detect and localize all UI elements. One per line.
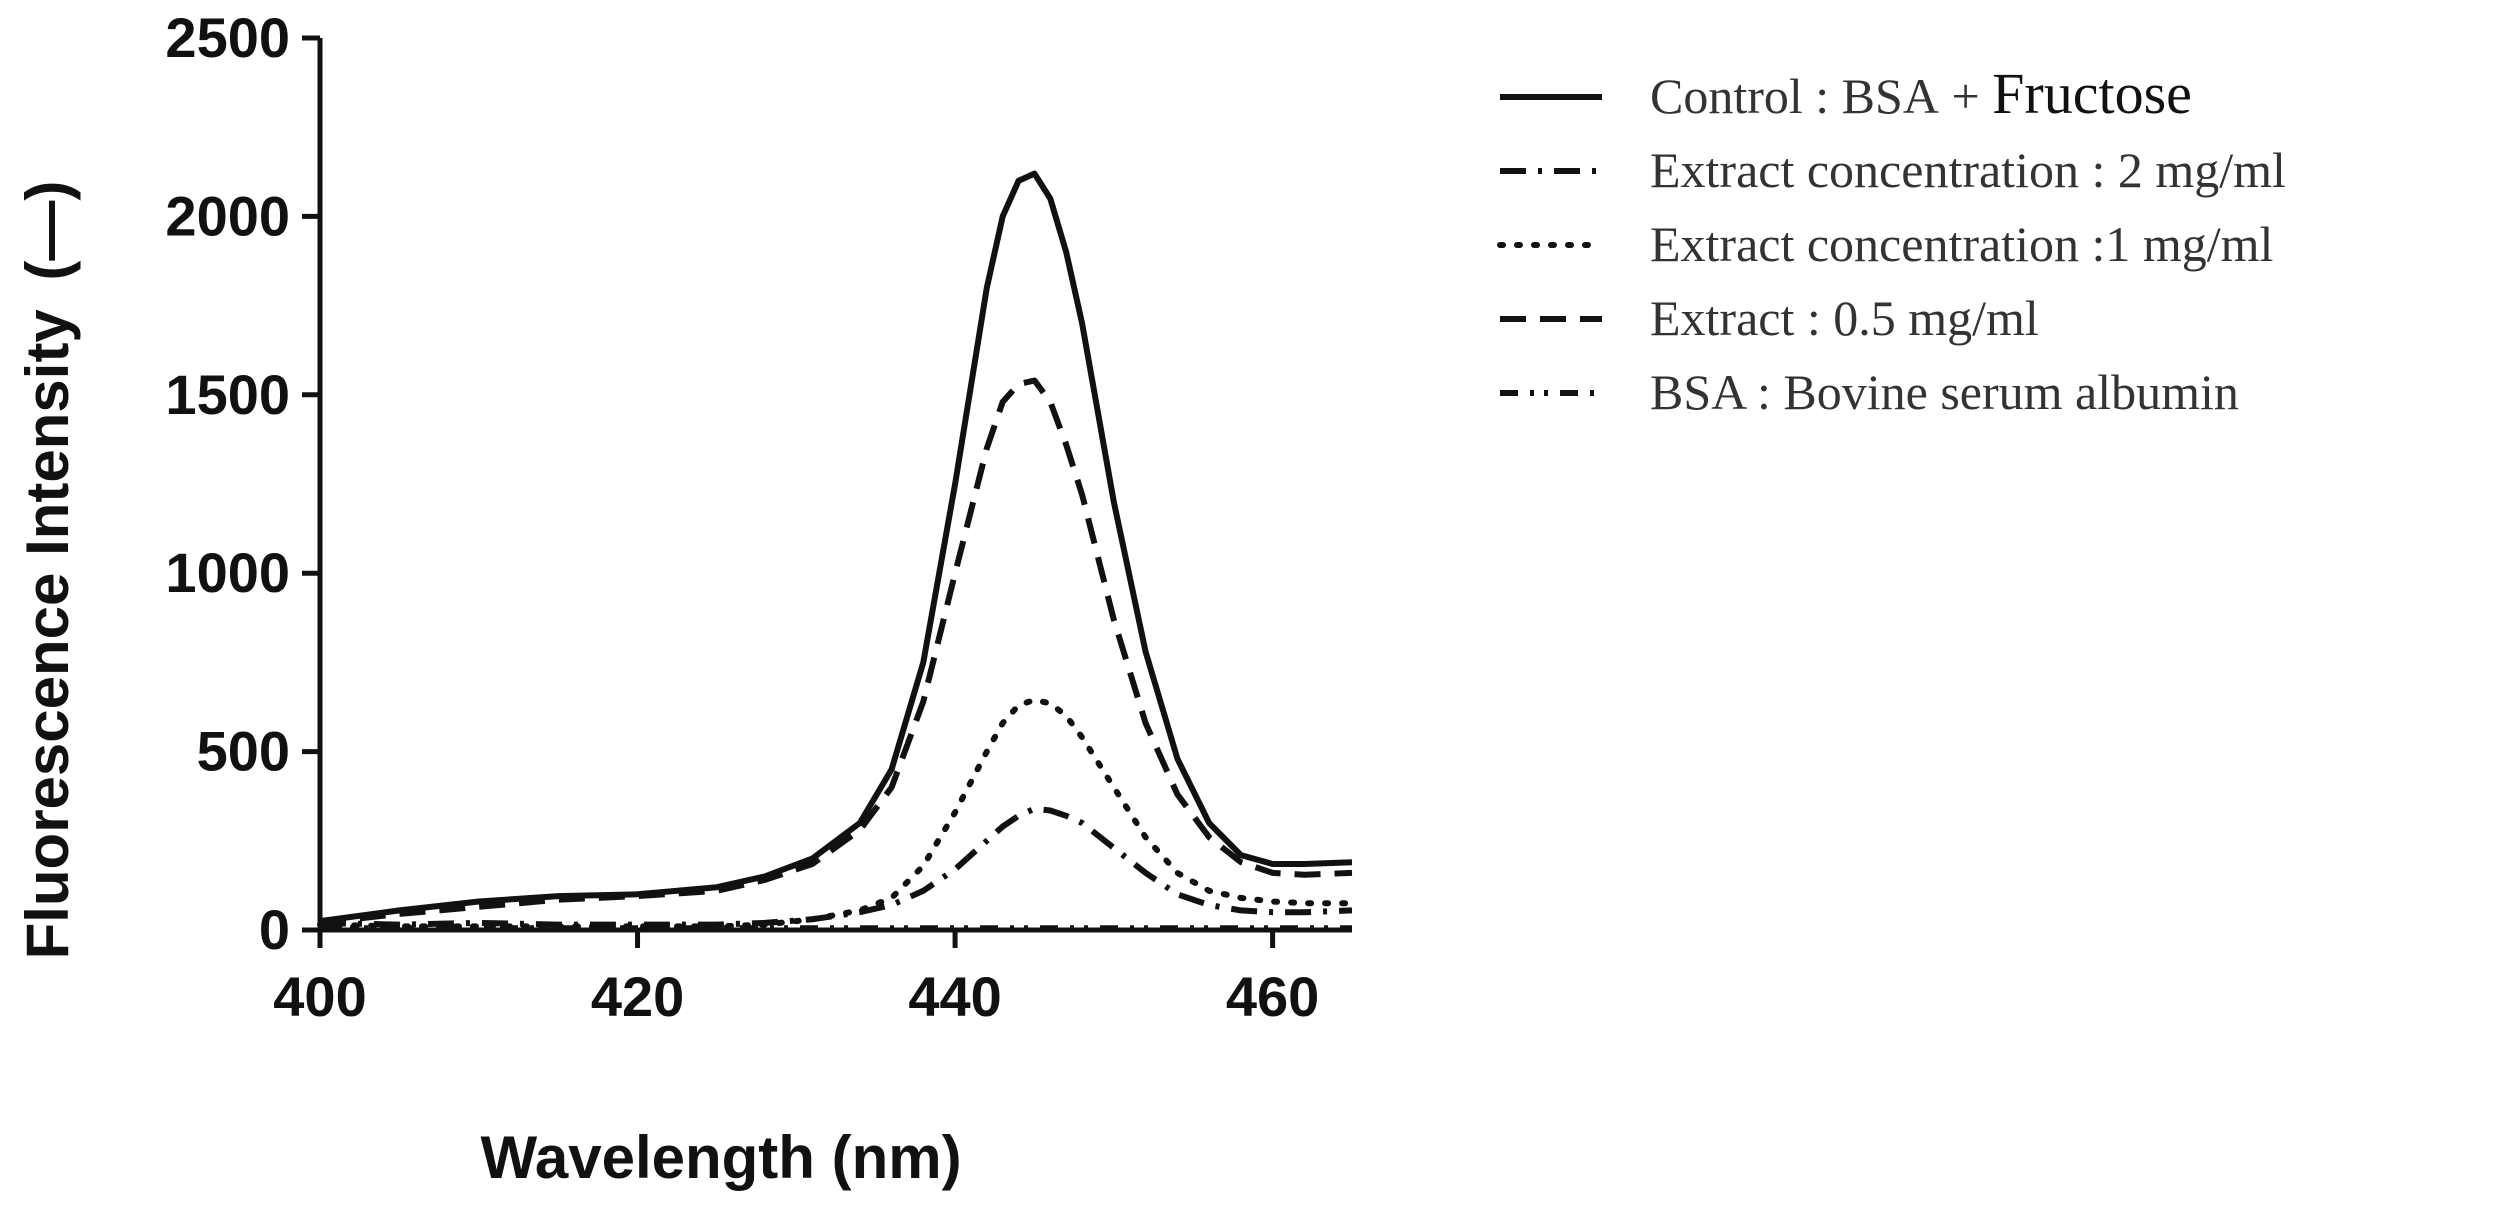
axes: [317, 38, 1352, 933]
y-axis-title-unit: (—): [14, 181, 81, 281]
series-line-3: [317, 696, 1355, 930]
svg-text:Fluorescence Intensity (: Fluorescence Intensity (—): [14, 181, 81, 960]
y-axis-title-main: Fluorescence Intensity: [14, 309, 81, 960]
legend: Control : BSA + Fructose Extract concentr…: [1497, 61, 2286, 420]
legend-label-1: Control : BSA + Fructose: [1650, 61, 2192, 126]
x-tick-label: 420: [591, 965, 684, 1028]
ticks: 0 500 1000 1500 2000 2500 400 420 440 460: [165, 6, 1319, 1028]
legend-label-5: BSA : Bovine serum albumin: [1650, 364, 2239, 420]
x-axis-title: Wavelength (nm): [480, 1124, 961, 1191]
legend-label-4: Extract : 0.5 mg/ml: [1650, 290, 2039, 346]
y-axis-title: Fluorescence Intensity (—): [14, 181, 81, 960]
y-tick-label: 2500: [165, 6, 290, 69]
x-tick-label: 440: [908, 965, 1001, 1028]
x-tick-label: 400: [273, 965, 366, 1028]
series-lines: [317, 170, 1355, 932]
legend-label-suffix: Fructose: [1992, 61, 2192, 126]
x-tick-label: 460: [1226, 965, 1319, 1028]
legend-label-2: Extract concentration : 2 mg/ml: [1650, 142, 2286, 198]
y-tick-label: 1000: [165, 541, 290, 604]
y-tick-label: 2000: [165, 184, 290, 247]
legend-label-prefix: Control : BSA +: [1650, 68, 1992, 124]
series-line-4: [319, 377, 1353, 926]
y-tick-label: 0: [259, 898, 290, 961]
y-tick-label: 1500: [165, 363, 290, 426]
series-line-1: [319, 170, 1353, 925]
legend-label-3: Extract concentration :1 mg/ml: [1650, 216, 2273, 272]
y-tick-label: 500: [197, 720, 290, 783]
